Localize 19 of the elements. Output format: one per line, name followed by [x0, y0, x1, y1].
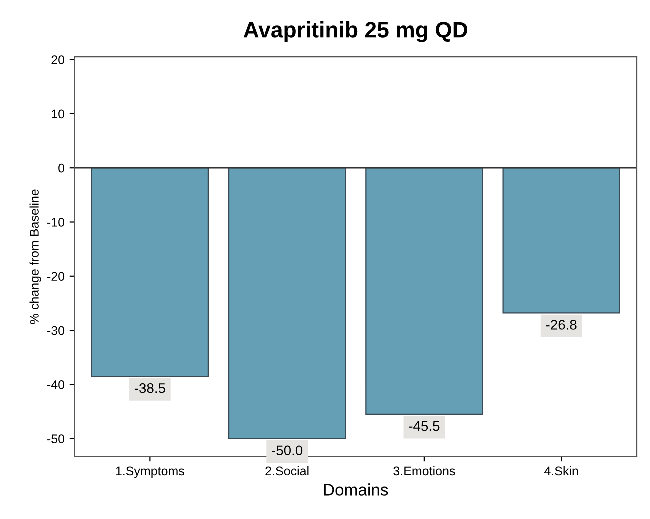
x-tick-label: 2.Social — [266, 466, 309, 476]
x-axis-title: Domains — [324, 484, 388, 496]
data-label: -50.0 — [272, 446, 303, 456]
y-tick-label: -30 — [48, 326, 65, 336]
y-tick-label: 10 — [52, 110, 65, 119]
y-tick-label: -40 — [48, 380, 65, 390]
y-tick-label: 0 — [58, 164, 65, 173]
data-label: -26.8 — [546, 320, 577, 330]
y-axis-title: % change from Baseline — [30, 190, 42, 324]
data-label: -45.5 — [409, 421, 440, 432]
y-tick-label: -10 — [48, 218, 65, 227]
x-tick-label: 3.Emotions — [394, 466, 456, 476]
y-tick-label: 20 — [52, 56, 65, 64]
y-tick-label: -50 — [48, 434, 65, 444]
y-tick-label: -20 — [48, 272, 65, 282]
chart-title: Avapritinib 25 mg QD — [244, 22, 468, 42]
x-tick-label: 1.Symptoms — [116, 466, 184, 478]
x-tick-label: 4.Skin — [544, 466, 578, 476]
data-label: -38.5 — [134, 383, 166, 394]
